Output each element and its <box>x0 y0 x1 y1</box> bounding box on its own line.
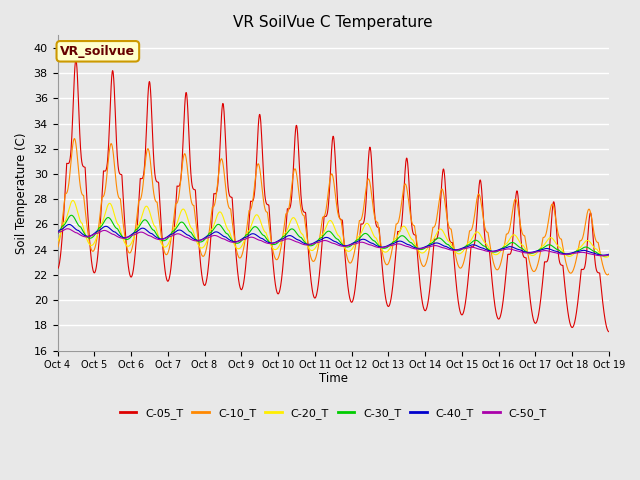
Y-axis label: Soil Temperature (C): Soil Temperature (C) <box>15 132 28 254</box>
Title: VR SoilVue C Temperature: VR SoilVue C Temperature <box>234 15 433 30</box>
Legend: C-05_T, C-10_T, C-20_T, C-30_T, C-40_T, C-50_T: C-05_T, C-10_T, C-20_T, C-30_T, C-40_T, … <box>115 404 551 423</box>
X-axis label: Time: Time <box>319 372 348 385</box>
Text: VR_soilvue: VR_soilvue <box>60 45 136 58</box>
